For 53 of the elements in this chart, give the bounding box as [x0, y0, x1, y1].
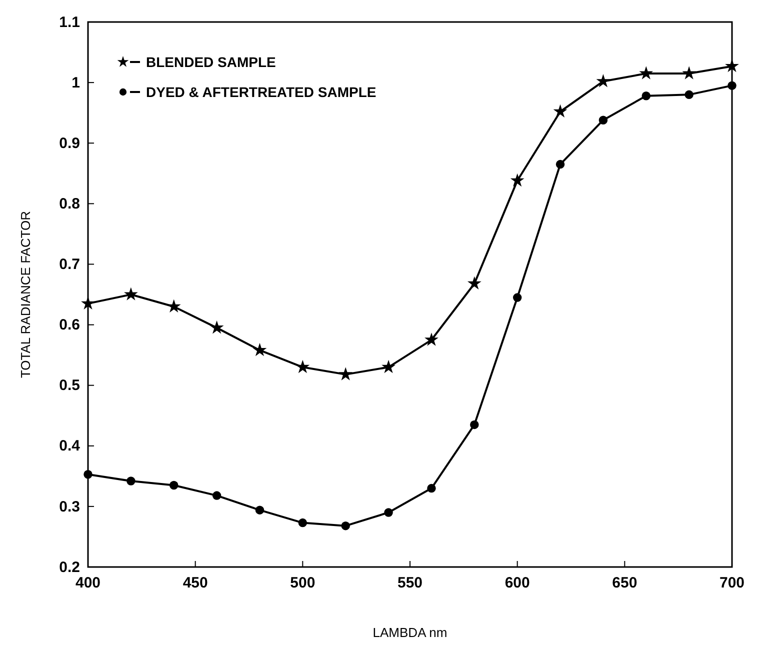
point [470, 420, 479, 430]
point [728, 81, 736, 90]
point [553, 104, 568, 118]
x-axis-title: LAMBDA nm [372, 625, 448, 640]
point [341, 521, 350, 530]
point [84, 470, 92, 479]
y-tick-label: 0.4 [59, 438, 81, 455]
point [252, 342, 267, 356]
point [210, 320, 224, 334]
y-tick-label: 0.9 [59, 134, 80, 152]
y-tick-label: 0.7 [59, 256, 80, 274]
point [255, 506, 264, 514]
point [169, 480, 178, 490]
point [467, 276, 482, 290]
y-tick-label: 0.6 [59, 316, 80, 334]
y-tick-label: 0.5 [59, 377, 80, 394]
x-tick-label: 700 [719, 574, 745, 592]
y-tick-label: 1.1 [59, 14, 80, 31]
x-tick-label: 450 [182, 574, 208, 592]
point [296, 360, 310, 374]
y-tick-label: 0.8 [59, 195, 80, 212]
point [212, 491, 222, 500]
point [512, 293, 522, 302]
point [166, 299, 181, 313]
point [338, 367, 353, 380]
y-tick-label: 0.3 [59, 498, 80, 516]
point [556, 160, 565, 169]
x-tick-label: 400 [75, 574, 101, 592]
y-tick-label: 0.2 [59, 558, 80, 576]
y-tick-label: 1 [72, 74, 80, 92]
x-tick-label: 650 [612, 574, 638, 592]
point [596, 74, 610, 88]
point [642, 92, 651, 100]
y-axis-title: TOTAL RADIANCE FACTOR [18, 210, 33, 378]
x-tick-label: 500 [290, 574, 316, 592]
point [384, 508, 393, 517]
point [725, 58, 739, 72]
point [598, 116, 608, 124]
point [124, 287, 138, 300]
point [639, 66, 654, 80]
x-tick-label: 600 [504, 574, 530, 592]
point [382, 360, 396, 374]
point [298, 518, 308, 528]
legend-label: DYED & AFTERTREATED SAMPLE [146, 84, 376, 100]
point [126, 476, 136, 486]
x-tick-label: 550 [397, 574, 423, 592]
point [682, 66, 696, 80]
point [424, 332, 438, 346]
point [81, 296, 95, 310]
point [427, 484, 436, 493]
legend-label: BLENDED SAMPLE [146, 54, 276, 70]
point [684, 90, 694, 100]
point [510, 173, 524, 187]
